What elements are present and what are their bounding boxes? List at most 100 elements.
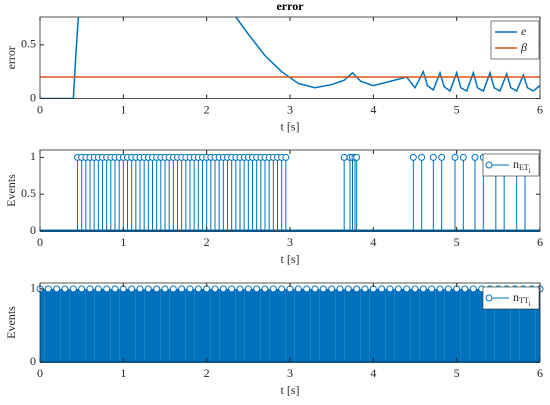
plot-area (40, 288, 540, 363)
stem-marker (211, 285, 219, 293)
stem-marker (228, 285, 236, 293)
stem-marker (282, 153, 290, 161)
stem-marker (394, 285, 402, 293)
x-tick-label: 3 (287, 366, 293, 380)
stem-marker (353, 285, 361, 293)
x-tick-label: 4 (370, 366, 376, 380)
stem-marker (418, 153, 426, 161)
stem-marker (169, 285, 177, 293)
y-axis-label: error (4, 46, 18, 69)
stem-marker (444, 285, 452, 293)
stem-marker (378, 285, 386, 293)
stem-marker (294, 285, 302, 293)
x-tick-label: 5 (454, 102, 460, 116)
stem-marker (178, 285, 186, 293)
x-tick-label: 0 (37, 102, 43, 116)
stem-marker (471, 153, 479, 161)
stem-marker (253, 285, 261, 293)
y-axis-label: Events (4, 174, 18, 207)
stem-marker (278, 285, 286, 293)
x-tick-label: 5 (454, 366, 460, 380)
y-tick-label: 0 (30, 90, 36, 104)
stem-marker (461, 285, 469, 293)
stem-marker (419, 285, 427, 293)
y-tick-label: 0.5 (21, 186, 36, 200)
y-tick-label: 0 (30, 223, 36, 237)
x-tick-label: 0 (37, 366, 43, 380)
stem-marker (261, 285, 269, 293)
legend-label-subsub: i (529, 167, 531, 175)
y-tick-label: 0.5 (21, 37, 36, 51)
stem-marker (186, 285, 194, 293)
stem-marker (428, 285, 436, 293)
stem-marker (328, 285, 336, 293)
x-tick-label: 1 (120, 235, 126, 249)
stem-marker (111, 285, 119, 293)
x-tick-label: 2 (204, 102, 210, 116)
legend-box (490, 20, 540, 60)
stem-marker (269, 285, 277, 293)
stem-marker (469, 285, 477, 293)
stem-marker (136, 285, 144, 293)
stem-marker (161, 285, 169, 293)
legend-label-subsub: i (529, 300, 531, 308)
legend-box (482, 153, 540, 177)
stem-marker (236, 285, 244, 293)
stem-marker (436, 285, 444, 293)
y-tick-label: 1 (30, 281, 36, 295)
plot-area (40, 17, 540, 99)
x-tick-label: 2 (204, 235, 210, 249)
stem-marker (319, 285, 327, 293)
stem-marker (353, 153, 361, 161)
stem-marker (69, 285, 77, 293)
stem-marker (340, 153, 348, 161)
legend-label-main: e (521, 24, 527, 38)
legend-label-main: n (513, 290, 519, 304)
stem-marker (153, 285, 161, 293)
y-tick-label: 1 (30, 149, 36, 163)
axes-box (39, 16, 541, 99)
x-tick-label: 3 (287, 102, 293, 116)
legend-label-sub: TT (519, 296, 529, 305)
legend-label: β (520, 40, 527, 54)
x-tick-label: 6 (537, 235, 543, 249)
legend-label: nETi (513, 157, 531, 175)
stem-marker (53, 285, 61, 293)
x-tick-label: 0 (37, 235, 43, 249)
x-tick-label: 4 (370, 102, 376, 116)
plot-area (40, 157, 540, 232)
stem-marker (386, 285, 394, 293)
y-tick-label: 0 (30, 354, 36, 368)
stem-marker (409, 153, 417, 161)
stem-marker (244, 285, 252, 293)
legend-label-sub: ET (519, 163, 529, 172)
stem-marker (344, 285, 352, 293)
data-line (40, 17, 540, 99)
legend-marker (485, 161, 493, 169)
legend-label-main: β (520, 40, 527, 54)
chart-title: error (276, 0, 304, 13)
stem-marker (103, 285, 111, 293)
legend-label-main: n (513, 157, 519, 171)
legend-marker (485, 294, 493, 302)
x-tick-label: 1 (120, 102, 126, 116)
stem-marker (128, 285, 136, 293)
x-tick-label: 1 (120, 366, 126, 380)
stem-marker (459, 153, 467, 161)
stem-marker (336, 285, 344, 293)
stem-marker (438, 153, 446, 161)
stem-marker (94, 285, 102, 293)
stem-marker (451, 153, 459, 161)
stem-marker (429, 153, 437, 161)
x-tick-label: 4 (370, 235, 376, 249)
stem-marker (311, 285, 319, 293)
stem-marker (86, 285, 94, 293)
legend-label: nTTi (513, 290, 531, 308)
x-axis-label: t [s] (281, 119, 300, 133)
stem-marker (61, 285, 69, 293)
stem-marker (144, 285, 152, 293)
x-tick-label: 5 (454, 235, 460, 249)
x-tick-label: 6 (537, 366, 543, 380)
stem-marker (303, 285, 311, 293)
